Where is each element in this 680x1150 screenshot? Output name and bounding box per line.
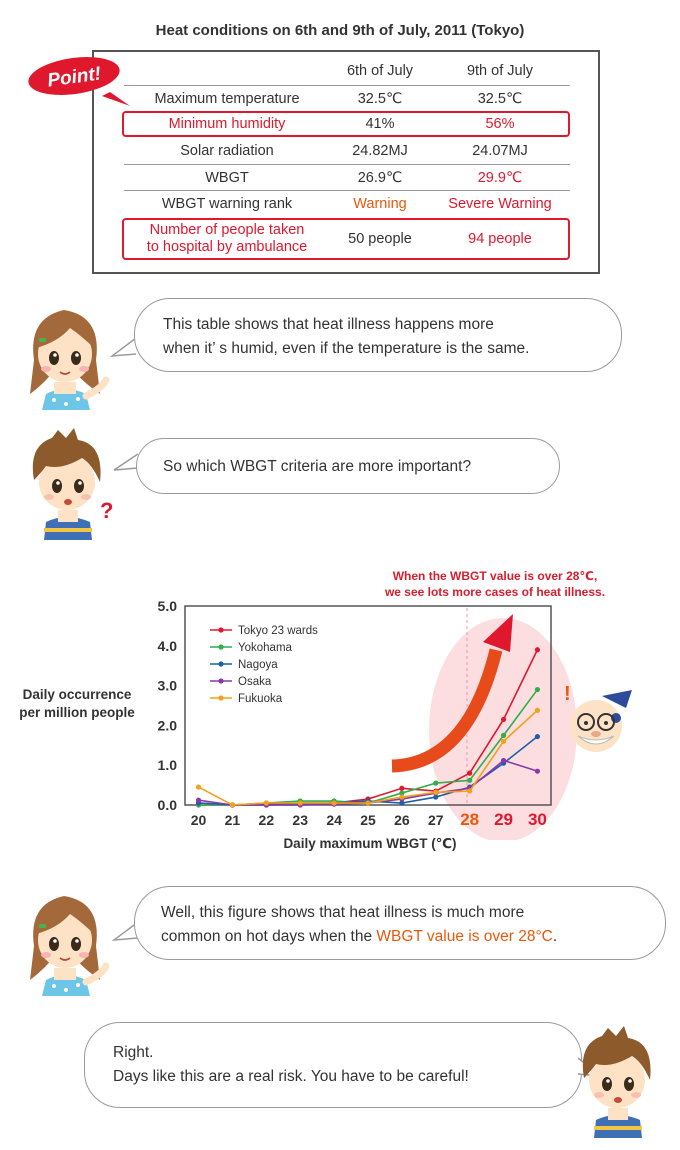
row-divider (124, 164, 570, 165)
data-point (399, 790, 405, 796)
y-tick-label: 2.0 (158, 717, 178, 733)
y-tick-label: 5.0 (158, 598, 178, 614)
chart-annotation: When the WBGT value is over 28℃, we see … (384, 569, 606, 599)
point-badge: Point! (28, 57, 130, 106)
y-axis-label: Daily occurrence per million people (19, 687, 135, 720)
data-point (399, 794, 405, 800)
data-point (500, 757, 507, 764)
y-tick-label: 3.0 (158, 678, 178, 694)
row-divider (124, 85, 570, 86)
data-point (365, 800, 371, 806)
x-tick-label: 29 (494, 810, 513, 829)
girl-character (20, 884, 112, 996)
x-tick-label: 26 (394, 812, 410, 828)
data-point (263, 800, 269, 806)
speech-bubble-2: So which WBGT criteria are more importan… (136, 438, 560, 494)
highlight-box-ambulance (122, 218, 570, 260)
data-point (467, 770, 473, 776)
professor-character: ! (564, 683, 632, 752)
x-tick-label: 28 (460, 810, 479, 829)
data-point (433, 789, 439, 795)
data-point (331, 800, 337, 806)
boy-character (582, 1026, 651, 1138)
data-point (534, 707, 541, 713)
speech-bubble-4: Right. Days like this are a real risk. Y… (84, 1022, 582, 1108)
data-point (500, 738, 507, 744)
x-tick-label: 27 (428, 812, 444, 828)
trend-arrowhead (483, 614, 513, 652)
data-point (467, 788, 473, 794)
data-point (500, 716, 507, 723)
question-mark-icon: ? (100, 498, 113, 523)
x-tick-label: 25 (360, 812, 376, 828)
y-tick-label: 4.0 (158, 638, 178, 654)
data-point (297, 800, 303, 806)
legend-label: Tokyo 23 wards (238, 625, 318, 637)
data-point (534, 686, 541, 693)
data-point (467, 777, 473, 783)
legend-marker (218, 661, 224, 667)
data-point (399, 785, 405, 791)
bubble-tail (110, 337, 136, 357)
x-tick-label: 30 (528, 810, 547, 829)
bubble-tail (112, 921, 138, 941)
table-row: Maximum temperature 32.5℃ 32.5℃ (154, 90, 523, 107)
y-tick-label: 0.0 (158, 797, 178, 813)
x-tick-label: 20 (191, 812, 207, 828)
table-title: Heat conditions on 6th and 9th of July, … (155, 22, 525, 39)
data-point (195, 784, 202, 790)
highlight-box-humidity (122, 111, 570, 137)
x-axis-label: Daily maximum WBGT (℃) (283, 836, 457, 851)
data-point (195, 797, 202, 803)
data-point (399, 800, 405, 806)
x-tick-label: 23 (292, 812, 308, 828)
x-tick-label: 21 (225, 812, 241, 828)
data-point (500, 732, 507, 738)
header-9th: 9th of July (466, 62, 534, 79)
bubble-tail (113, 453, 138, 471)
wbgt-line-chart: 0.0 1.0 2.0 3.0 4.0 5.0 20 21 22 23 24 25 26 27 28 29 3… (158, 598, 577, 840)
table-row: WBGT warning rank Warning Severe Warning (161, 195, 552, 212)
data-point (229, 802, 236, 808)
legend-marker (218, 627, 224, 633)
highlight-ellipse (429, 618, 577, 840)
table-header-row: 6th of July 9th of July (124, 58, 570, 84)
table-row: WBGT 26.9℃ 29.9℃ (205, 169, 523, 186)
legend-label: Nagoya (238, 659, 278, 671)
legend-marker (218, 695, 224, 701)
girl-character (20, 298, 112, 410)
data-point (433, 794, 439, 800)
table-row: Solar radiation 24.82MJ 24.07MJ (180, 142, 528, 159)
table-frame (92, 50, 600, 274)
header-6th: 6th of July (346, 62, 414, 79)
y-tick-label: 1.0 (158, 757, 178, 773)
data-point (433, 780, 439, 786)
data-point (534, 647, 541, 653)
legend-label: Yokohama (238, 642, 293, 654)
exclamation-icon: ! (564, 683, 571, 705)
legend-marker (218, 678, 224, 684)
svg-text:?: ? (100, 498, 113, 523)
x-tick-label: 24 (326, 812, 342, 828)
speech-bubble-3: Well, this figure shows that heat illnes… (134, 886, 666, 960)
speech-bubble-1: This table shows that heat illness happe… (134, 298, 622, 372)
trend-arrow (391, 648, 503, 773)
table-row: Number of people taken to hospital by am… (146, 222, 532, 255)
legend-marker (218, 644, 224, 650)
data-point (534, 768, 541, 774)
x-tick-label: 22 (259, 812, 275, 828)
legend-label: Osaka (238, 676, 272, 688)
row-divider (124, 190, 570, 191)
table-row: Minimum humidity 41% 56% (168, 115, 515, 132)
boy-character (32, 428, 101, 540)
legend-label: Fukuoka (238, 693, 283, 705)
data-point (534, 733, 541, 740)
